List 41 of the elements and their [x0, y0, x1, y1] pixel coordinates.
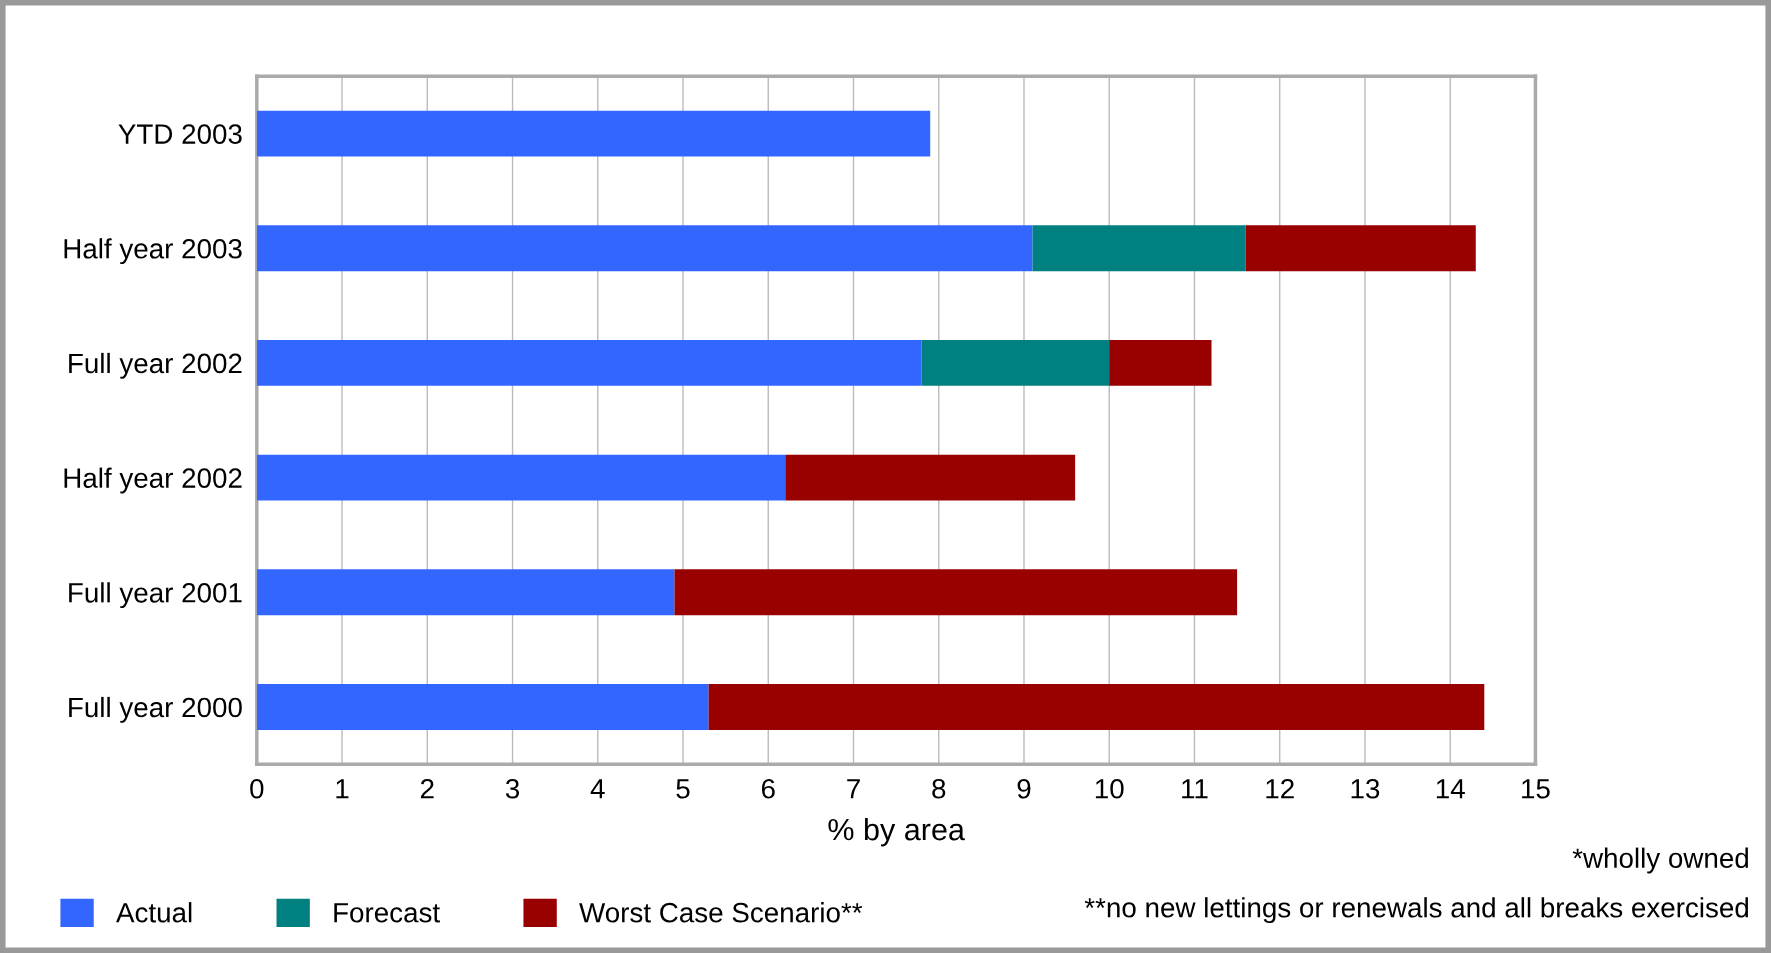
y-tick-label: Half year 2003 — [64, 238, 242, 265]
x-tick-label: 2 — [420, 778, 434, 799]
x-tick-label: 0 — [250, 778, 264, 799]
x-tick-label: 14 — [1436, 779, 1465, 799]
y-tick-label: Full year 2001 — [69, 582, 242, 609]
bar — [256, 110, 931, 157]
bar — [256, 225, 1033, 272]
x-tick-label: 1 — [336, 779, 349, 799]
text: *wholly owned — [1572, 847, 1748, 874]
x-tick-label: 12 — [1266, 778, 1294, 799]
x-tick-label: 4 — [590, 779, 605, 799]
bar — [1109, 340, 1212, 386]
x-tick-label: 13 — [1351, 778, 1380, 799]
x-tick-label: 7 — [847, 779, 860, 799]
bar — [674, 569, 1238, 616]
bar — [1245, 225, 1476, 272]
y-tick-label: YTD 2003 — [118, 124, 242, 144]
bar — [1032, 225, 1246, 272]
x-axis-title: % by area — [828, 817, 965, 847]
bar — [785, 454, 1076, 501]
bar — [256, 684, 709, 730]
x-tick-label: 15 — [1522, 779, 1550, 799]
x-tick-label: 8 — [932, 778, 946, 799]
legend-label: Actual — [116, 902, 192, 923]
y-tick-label: Full year 2002 — [69, 352, 242, 379]
legend-label: Worst Case Scenario** — [579, 902, 863, 923]
x-tick-label: 6 — [761, 778, 775, 799]
x-tick-label: 3 — [505, 778, 520, 799]
y-tick-label: Half year 2002 — [64, 467, 242, 494]
bar — [921, 340, 1110, 386]
x-tick-label: 10 — [1095, 778, 1124, 799]
bar — [708, 684, 1485, 730]
legend-label: Forecast — [334, 903, 440, 923]
bar — [256, 340, 922, 386]
x-tick-label: 9 — [1017, 778, 1031, 799]
bar — [256, 454, 786, 501]
x-tick-label: 5 — [676, 779, 690, 799]
bar — [256, 569, 675, 616]
x-tick-label: 11 — [1182, 779, 1208, 799]
text: **no new lettings or renewals and all breaks exercised — [1084, 897, 1748, 924]
y-tick-label: Full year 2000 — [69, 696, 242, 723]
